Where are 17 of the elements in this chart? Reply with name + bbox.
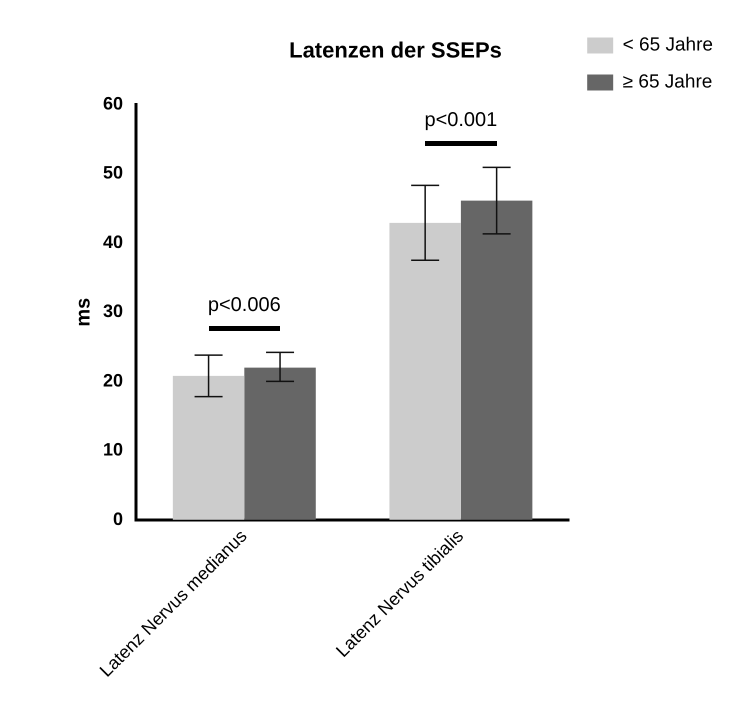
bar [244, 368, 316, 520]
y-tick-label: 30 [102, 301, 124, 322]
y-tick-label: 50 [102, 162, 124, 183]
bar [172, 376, 244, 520]
chart-title: Latenzen der SSEPs [289, 37, 502, 62]
y-tick-label: 10 [102, 440, 124, 460]
legend-label: < 65 Jahre [622, 34, 714, 56]
annotation: p<0.001 [423, 109, 498, 132]
annotation: p<0.006 [206, 294, 282, 318]
legend-label: ≥ 65 Jahre [622, 72, 712, 93]
bar [460, 200, 532, 520]
y-tick-label: 0 [113, 508, 124, 529]
y-axis-title: ms [72, 298, 95, 327]
y-tick-label: 20 [102, 370, 124, 390]
bar [389, 222, 461, 520]
y-tick-label: 60 [102, 93, 124, 114]
y-tick-label: 40 [102, 232, 124, 252]
